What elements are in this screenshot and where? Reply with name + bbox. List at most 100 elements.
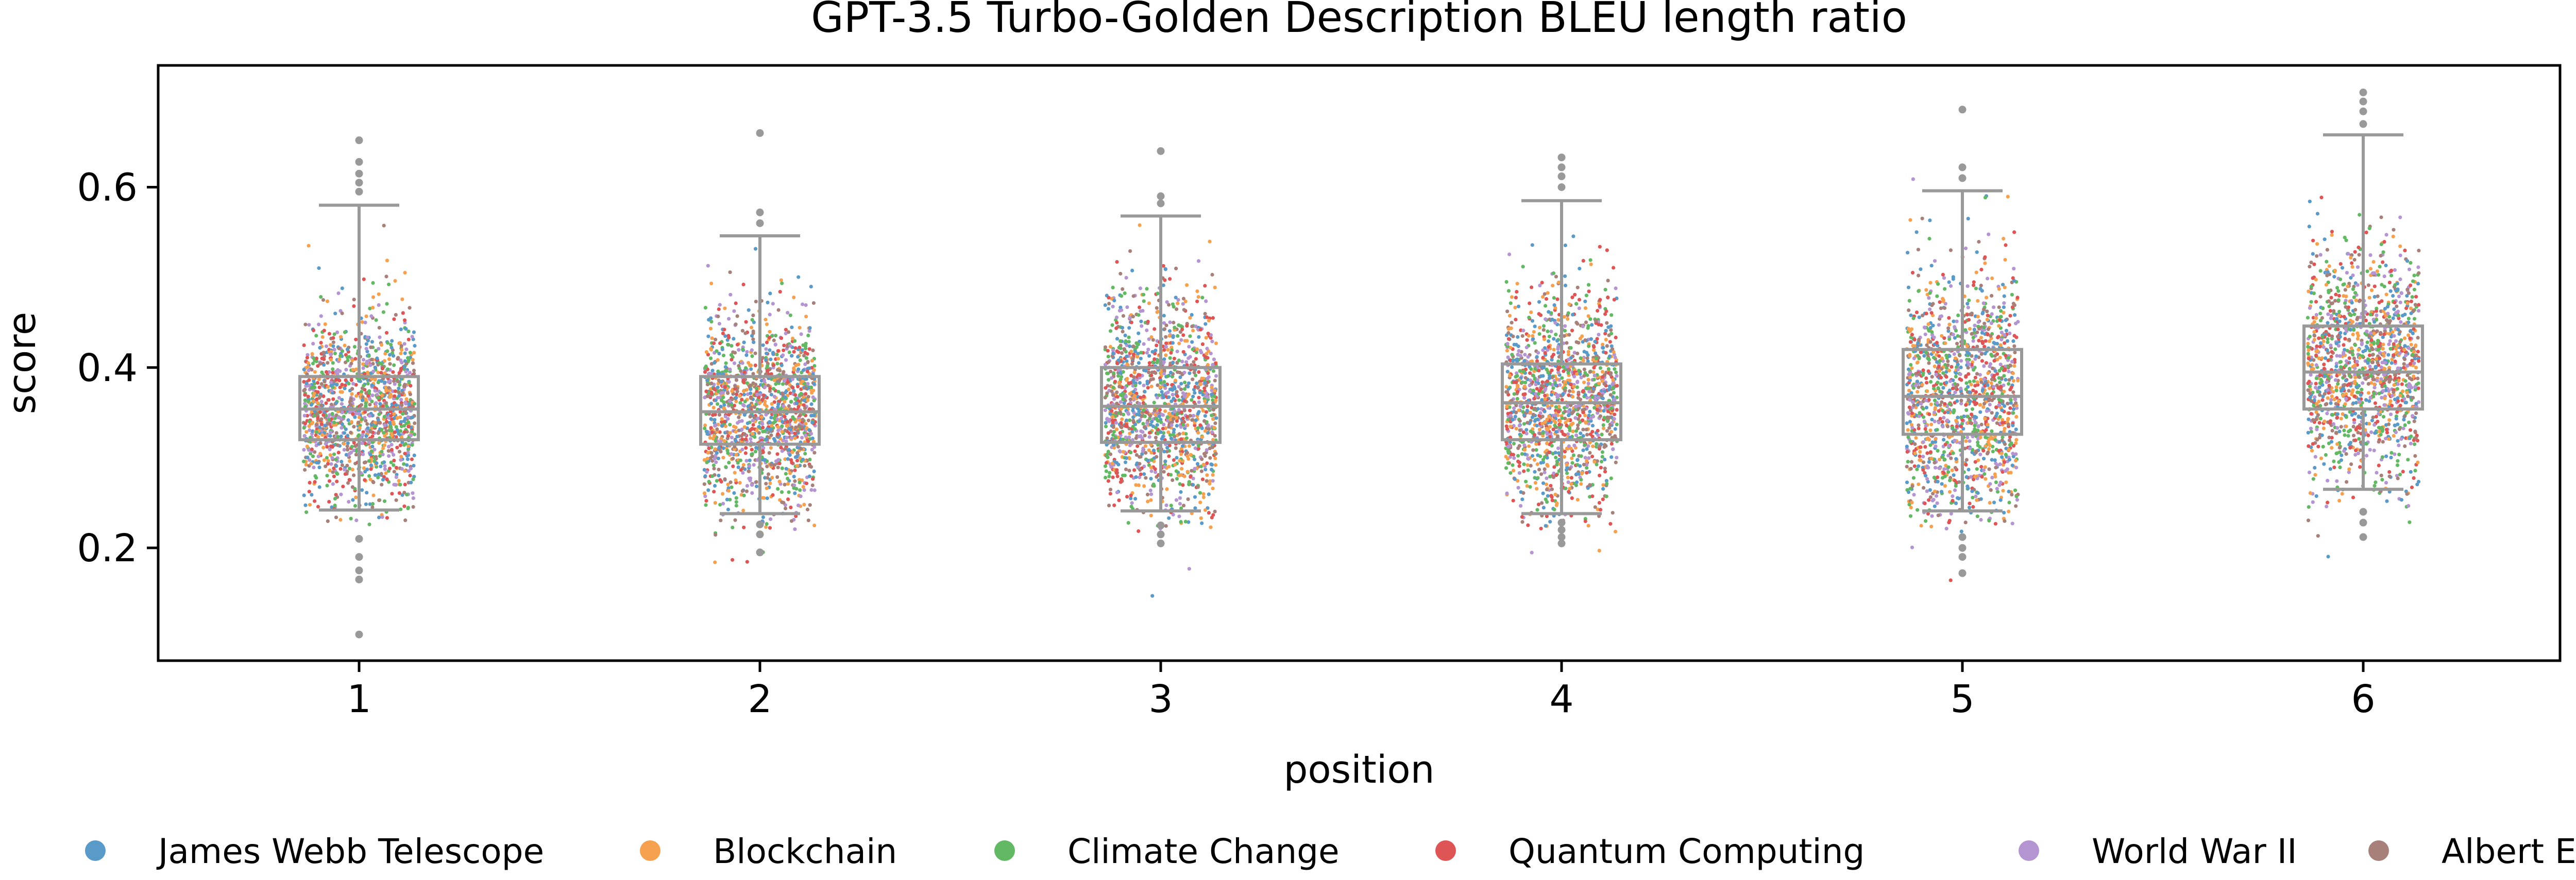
jitter-point xyxy=(802,403,806,407)
jitter-point xyxy=(1550,444,1554,448)
jitter-point xyxy=(807,329,811,333)
jitter-point xyxy=(1528,383,1532,388)
jitter-point xyxy=(1584,320,1588,324)
jitter-point xyxy=(744,446,748,450)
jitter-point xyxy=(1191,483,1195,487)
jitter-point xyxy=(344,368,348,372)
jitter-point xyxy=(1121,325,1125,330)
jitter-point xyxy=(1139,472,1143,476)
jitter-point xyxy=(398,383,402,387)
jitter-point xyxy=(360,441,364,445)
jitter-point xyxy=(745,381,749,385)
jitter-point xyxy=(1150,594,1155,598)
jitter-point xyxy=(775,475,779,479)
jitter-point xyxy=(319,341,323,345)
jitter-point xyxy=(399,327,403,332)
jitter-point xyxy=(1517,464,1521,468)
jitter-point xyxy=(1164,344,1168,349)
jitter-point xyxy=(1510,365,1514,369)
jitter-point xyxy=(368,477,372,481)
jitter-point xyxy=(303,421,308,426)
jitter-point xyxy=(1190,324,1194,329)
jitter-point xyxy=(710,474,715,478)
jitter-point xyxy=(1523,392,1527,396)
jitter-point xyxy=(1124,424,1128,428)
jitter-point xyxy=(403,482,407,487)
jitter-point xyxy=(316,505,320,509)
jitter-point xyxy=(1115,390,1119,394)
jitter-point xyxy=(334,378,338,382)
jitter-point xyxy=(1551,284,1555,288)
jitter-point xyxy=(1184,360,1189,364)
jitter-point xyxy=(380,393,384,398)
jitter-point xyxy=(1206,424,1210,428)
jitter-point xyxy=(1168,370,1173,375)
jitter-point xyxy=(773,439,777,443)
jitter-point xyxy=(361,395,365,399)
jitter-point xyxy=(716,389,720,393)
jitter-point xyxy=(1172,320,1176,325)
jitter-point xyxy=(1162,348,1166,352)
jitter-point xyxy=(789,407,793,411)
jitter-point xyxy=(787,350,791,354)
jitter-point xyxy=(1200,296,1205,300)
jitter-point xyxy=(1571,394,1575,399)
jitter-point xyxy=(1164,503,1168,507)
jitter-point xyxy=(1192,454,1196,459)
jitter-point xyxy=(792,296,796,300)
jitter-point xyxy=(702,482,706,486)
jitter-point xyxy=(1196,443,1200,448)
jitter-point xyxy=(759,421,764,425)
jitter-point xyxy=(1103,345,1108,349)
jitter-point xyxy=(1114,471,1118,475)
jitter-point xyxy=(1138,381,1142,385)
jitter-point xyxy=(795,458,800,463)
jitter-point xyxy=(1206,363,1210,367)
jitter-point xyxy=(340,390,344,394)
jitter-point xyxy=(1175,456,1179,460)
jitter-point xyxy=(358,426,362,430)
jitter-point xyxy=(377,325,381,330)
jitter-point xyxy=(731,464,735,469)
jitter-point xyxy=(307,244,311,248)
jitter-point xyxy=(338,517,343,522)
jitter-point xyxy=(364,361,369,366)
jitter-point xyxy=(749,364,753,368)
jitter-point xyxy=(1137,419,1141,423)
jitter-point xyxy=(413,421,417,425)
jitter-point xyxy=(1606,367,1611,371)
jitter-point xyxy=(734,378,739,382)
jitter-point xyxy=(1155,343,1159,348)
jitter-point xyxy=(1196,430,1200,435)
jitter-point xyxy=(1177,408,1181,412)
jitter-point xyxy=(765,322,769,326)
jitter-point xyxy=(749,367,753,371)
jitter-point xyxy=(1534,448,1538,452)
jitter-point xyxy=(381,404,385,408)
jitter-point xyxy=(1131,424,1135,429)
jitter-point xyxy=(1154,371,1158,375)
jitter-point xyxy=(1165,487,1169,491)
jitter-point xyxy=(793,393,798,397)
jitter-point xyxy=(389,443,394,447)
jitter-points xyxy=(301,177,2421,598)
jitter-point xyxy=(1118,339,1123,343)
jitter-point xyxy=(790,436,794,440)
jitter-point xyxy=(1115,468,1119,472)
jitter-point xyxy=(709,426,713,430)
jitter-point xyxy=(708,326,713,331)
jitter-point xyxy=(1188,334,1192,338)
jitter-point xyxy=(392,363,396,367)
jitter-point xyxy=(412,463,416,468)
jitter-point xyxy=(1114,421,1118,425)
jitter-point xyxy=(710,454,715,459)
jitter-point xyxy=(1599,459,1604,464)
jitter-point xyxy=(1545,476,1549,480)
jitter-point xyxy=(709,381,714,386)
jitter-point xyxy=(392,453,396,457)
jitter-point xyxy=(1108,492,1112,496)
jitter-point xyxy=(1131,294,1136,298)
jitter-point xyxy=(378,454,382,458)
jitter-point xyxy=(1193,391,1197,395)
jitter-point xyxy=(1520,515,1524,519)
